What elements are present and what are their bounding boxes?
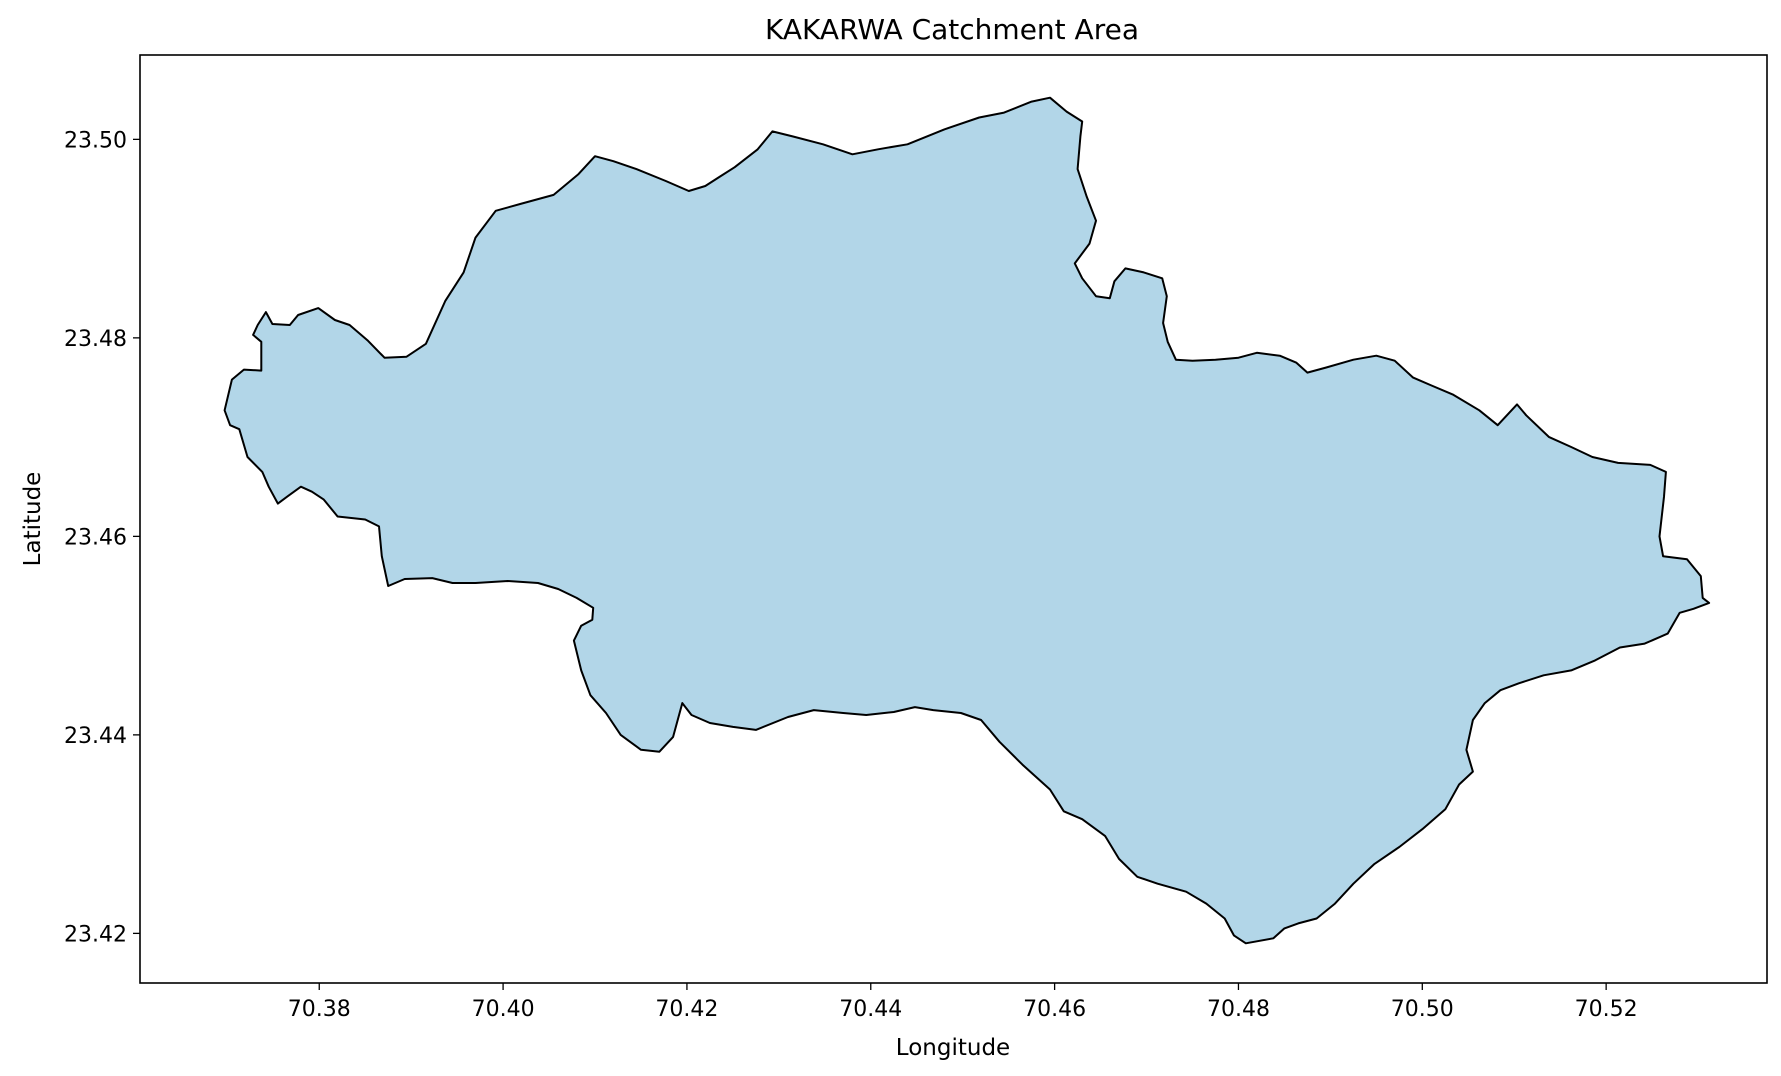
x-tick-label: 70.46 [1023, 997, 1086, 1022]
plot-area [139, 54, 1768, 984]
x-tick-label: 70.38 [288, 997, 351, 1022]
y-axis-label: Latitude [20, 472, 46, 567]
chart-title: KAKARWA Catchment Area [765, 13, 1139, 46]
x-tick-label: 70.50 [1391, 997, 1454, 1022]
y-tick-label: 23.48 [64, 327, 127, 352]
y-tick-label: 23.50 [64, 128, 127, 153]
y-axis: 23.42 23.44 23.46 23.48 23.50 [64, 128, 140, 947]
x-tick-label: 70.44 [839, 997, 902, 1022]
x-tick-label: 70.48 [1207, 997, 1270, 1022]
y-tick-label: 23.46 [64, 525, 127, 550]
y-tick-label: 23.42 [64, 922, 127, 947]
x-tick-label: 70.40 [472, 997, 535, 1022]
x-axis: 70.38 70.40 70.42 70.44 70.46 70.48 70.50 70.52 [288, 983, 1638, 1022]
catchment-polygon [223, 96, 1711, 945]
x-axis-label: Longitude [896, 1035, 1010, 1061]
x-tick-label: 70.52 [1575, 997, 1638, 1022]
y-tick-label: 23.44 [64, 724, 127, 749]
axes-frame [139, 54, 1768, 984]
x-tick-label: 70.42 [655, 997, 718, 1022]
